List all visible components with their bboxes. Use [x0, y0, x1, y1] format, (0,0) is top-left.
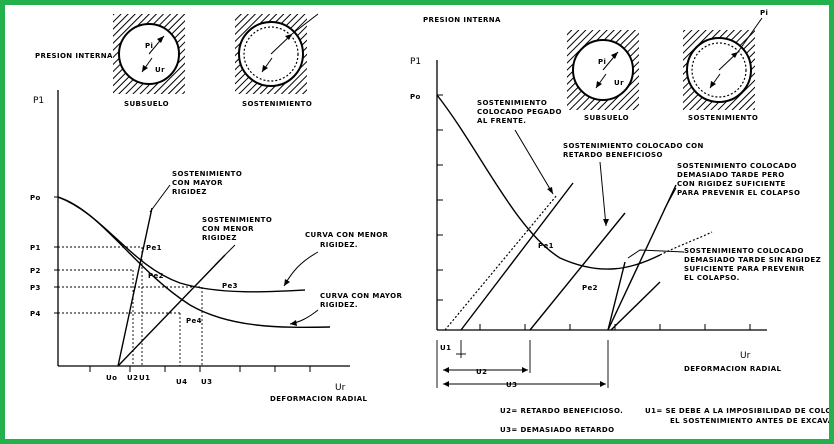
left-annot-curva-menor-1: CURVA CON MENOR — [305, 231, 389, 239]
right-legend-u3: U3= DEMASIADO RETARDO — [500, 426, 614, 434]
right-annot-tarde-sin-rigidez: SOSTENIMIENTO COLOCADO DEMASIADO TARDE S… — [684, 247, 824, 282]
right-legend-u2: U2= RETARDO BENEFICIOSO. — [500, 407, 623, 415]
right-u3-label: U3 — [506, 381, 517, 389]
left-circle1-p: Pi — [145, 42, 153, 50]
left-y-axis-label: P1 — [33, 96, 44, 106]
right-u2-label: U2 — [476, 368, 487, 376]
right-annot-tarde-rigidez-3: CON RIGIDEZ SUFICIENTE — [677, 180, 786, 188]
left-annot-curva-mayor: CURVA CON MAYOR RIGIDEZ. — [320, 292, 405, 309]
left-ytick-p4: P4 — [30, 310, 41, 318]
left-circle2-label: SOSTENIMIENTO — [242, 100, 312, 108]
right-annot-sin-rigidez-1: SOSTENIMIENTO COLOCADO — [684, 247, 804, 255]
right-subsuelo-icon: Pi Ur — [567, 30, 639, 110]
right-x-axis-label: Ur — [740, 351, 751, 361]
left-annot-curva-mayor-2: RIGIDEZ. — [320, 301, 358, 309]
left-x-axis-title: DEFORMACION RADIAL — [270, 395, 368, 403]
left-circle1-u: Ur — [155, 66, 165, 74]
right-annot-pegado-3: AL FRENTE. — [477, 117, 526, 125]
left-annot-menor-1: SOSTENIMIENTO — [202, 216, 272, 224]
right-circle2-label: SOSTENIMIENTO — [688, 114, 758, 122]
right-annot-pegado-2: COLOCADO PEGADO — [477, 108, 562, 116]
left-point-pe3: Pe3 — [222, 282, 238, 290]
right-circle2-p: Pi — [760, 9, 768, 17]
right-y-axis-label: P1 — [410, 57, 421, 67]
diagram-canvas: Pi Ur SUBSUELO SOSTENIMIENTO PRESION INT… — [30, 9, 829, 434]
left-panel: Pi Ur SUBSUELO SOSTENIMIENTO PRESION INT… — [30, 13, 405, 403]
left-header-label: PRESION INTERNA — [35, 52, 113, 60]
left-sostenimiento-icon — [235, 13, 319, 94]
left-annot-mayor-1: SOSTENIMIENTO — [172, 170, 242, 178]
left-xtick-u4: U4 — [176, 378, 187, 386]
right-circle1-label: SUBSUELO — [584, 114, 629, 122]
left-xtick-uo: Uo — [106, 374, 117, 382]
left-subsuelo-icon: Pi Ur — [113, 14, 185, 94]
right-panel: PRESION INTERNA P1 Po Pi Ur SUBSUELO Pi … — [410, 9, 829, 434]
left-annot-menor-2: CON MENOR — [202, 225, 254, 233]
left-annot-curva-menor: CURVA CON MENOR RIGIDEZ. — [305, 231, 391, 249]
left-annot-menor: SOSTENIMIENTO CON MENOR RIGIDEZ — [202, 216, 275, 242]
left-ytick-p3: P3 — [30, 284, 41, 292]
right-header-label: PRESION INTERNA — [423, 16, 501, 24]
left-ytick-p1: P1 — [30, 244, 41, 252]
left-annot-curva-mayor-1: CURVA CON MAYOR — [320, 292, 402, 300]
right-legend-u1-1: U1= SE DEBE A LA IMPOSIBILIDAD DE COLOCA… — [645, 407, 829, 415]
right-legend-u1-2: EL SOSTENIMIENTO ANTES DE EXCAVAR. — [670, 417, 829, 425]
right-ytick-po: Po — [410, 93, 421, 101]
right-circle1-u: Ur — [614, 79, 624, 87]
left-annot-menor-3: RIGIDEZ — [202, 234, 237, 242]
left-x-axis-label: Ur — [335, 383, 346, 393]
left-point-pe4: Pe4 — [186, 317, 202, 325]
right-annot-beneficioso-1: SOSTENIMIENTO COLOCADO CON — [563, 142, 704, 150]
left-xtick-u1: U1 — [139, 374, 150, 382]
right-point-pe1: Pe1 — [538, 242, 554, 250]
left-ytick-p2: P2 — [30, 267, 41, 275]
right-point-pe2: Pe2 — [582, 284, 598, 292]
right-x-axis-title: DEFORMACION RADIAL — [684, 365, 782, 373]
left-point-pe1: Pe1 — [146, 244, 162, 252]
right-annot-tarde-rigidez-1: SOSTENIMIENTO COLOCADO — [677, 162, 797, 170]
right-u1-label: U1 — [440, 344, 451, 352]
right-annot-tarde-rigidez-4: PARA PREVENIR EL COLAPSO — [677, 189, 800, 197]
left-circle1-label: SUBSUELO — [124, 100, 169, 108]
left-annot-mayor-3: RIGIDEZ — [172, 188, 207, 196]
left-ytick-po: Po — [30, 194, 41, 202]
right-circle1-p: Pi — [598, 58, 606, 66]
left-annot-mayor: SOSTENIMIENTO CON MAYOR RIGIDEZ — [172, 170, 245, 196]
right-annot-sin-rigidez-4: EL COLAPSO. — [684, 274, 740, 282]
right-annot-tarde-rigidez-2: DEMASIADO TARDE PERO — [677, 171, 785, 179]
right-annot-beneficioso: SOSTENIMIENTO COLOCADO CON RETARDO BENEF… — [563, 142, 707, 159]
left-point-pe2: Pe2 — [148, 272, 164, 280]
left-xtick-u3: U3 — [201, 378, 212, 386]
left-annot-mayor-2: CON MAYOR — [172, 179, 223, 187]
right-legend-u1: U1= SE DEBE A LA IMPOSIBILIDAD DE COLOCA… — [645, 407, 829, 425]
right-annot-pegado-1: SOSTENIMIENTO — [477, 99, 547, 107]
right-annot-beneficioso-2: RETARDO BENEFICIOSO — [563, 151, 663, 159]
right-annot-tarde-rigidez: SOSTENIMIENTO COLOCADO DEMASIADO TARDE P… — [677, 162, 800, 197]
right-annot-sin-rigidez-3: SUFICIENTE PARA PREVENIR — [684, 265, 805, 273]
right-annot-pegado: SOSTENIMIENTO COLOCADO PEGADO AL FRENTE. — [477, 99, 565, 125]
right-sostenimiento-icon: Pi — [683, 9, 768, 110]
left-xtick-u2: U2 — [127, 374, 138, 382]
left-annot-curva-menor-2: RIGIDEZ. — [320, 241, 358, 249]
right-annot-sin-rigidez-2: DEMASIADO TARDE SIN RIGIDEZ — [684, 256, 821, 264]
